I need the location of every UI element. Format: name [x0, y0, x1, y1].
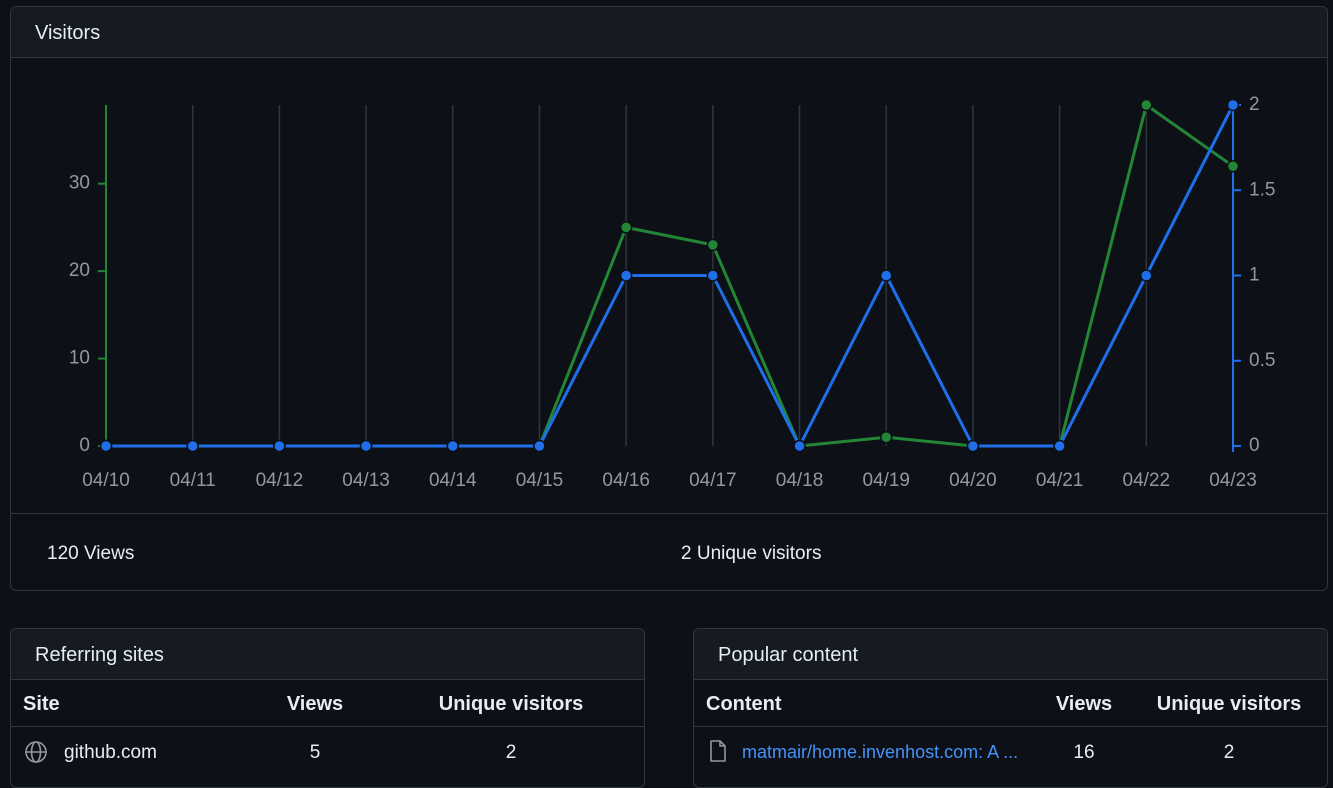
x-tick-label: 04/12 — [256, 470, 304, 491]
data-point — [619, 269, 633, 282]
y2-tick-label: 1 — [1249, 265, 1260, 286]
y-tick-label: 30 — [69, 173, 90, 194]
data-point — [879, 431, 893, 444]
y-tick-label: 0 — [79, 435, 90, 456]
column-header: Site — [23, 693, 60, 715]
views-count: 5 — [309, 742, 321, 763]
data-point — [1053, 439, 1066, 453]
panel-title: Referring sites — [11, 629, 644, 680]
x-tick-label: 04/10 — [82, 470, 130, 491]
divider — [11, 726, 644, 727]
data-point — [706, 238, 720, 252]
x-tick-label: 04/13 — [342, 470, 390, 491]
data-point — [1226, 159, 1240, 173]
column-header: Unique visitors — [438, 693, 584, 715]
data-point — [1140, 269, 1153, 282]
x-tick-label: 04/18 — [776, 470, 824, 491]
x-tick-label: 04/14 — [429, 470, 477, 491]
y2-tick-label: 1.5 — [1249, 179, 1275, 200]
x-tick-label: 04/20 — [949, 470, 997, 491]
data-point — [706, 269, 720, 282]
data-point — [359, 439, 373, 453]
column-header: Content — [706, 693, 782, 715]
data-point — [619, 221, 633, 234]
file-icon — [710, 740, 726, 762]
x-tick-label: 04/22 — [1123, 470, 1171, 491]
y-tick-label: 20 — [69, 260, 90, 281]
unique-count: 2 — [505, 742, 517, 763]
content-link[interactable]: matmair/home.invenhost.com: A ... — [742, 742, 1019, 762]
x-tick-label: 04/19 — [862, 470, 910, 491]
site-name[interactable]: github.com — [64, 742, 157, 763]
data-point — [99, 439, 113, 453]
globe-icon — [25, 741, 47, 763]
column-header: Views — [286, 693, 344, 715]
visitors-panel: Visitors 120 Views 2 Unique visitors — [10, 6, 1328, 591]
panel-title: Popular content — [694, 629, 1327, 680]
y2-tick-label: 2 — [1249, 94, 1260, 115]
data-point — [446, 439, 460, 453]
data-point — [879, 269, 893, 282]
unique-count: 2 — [1223, 742, 1235, 763]
popular-content-panel: Popular content Content Views Unique vis… — [693, 628, 1328, 788]
referring-sites-panel: Referring sites Site Views Unique visito… — [10, 628, 645, 788]
unique-summary: 2 Unique visitors — [681, 543, 822, 564]
y2-tick-label: 0.5 — [1249, 350, 1275, 371]
views-summary: 120 Views — [47, 543, 135, 564]
data-point — [1226, 98, 1240, 112]
data-point — [793, 439, 806, 453]
column-header: Views — [1055, 693, 1113, 715]
y-tick-label: 10 — [69, 348, 90, 369]
data-point — [533, 439, 546, 453]
divider — [694, 726, 1327, 727]
data-point — [966, 439, 980, 453]
y2-tick-label: 0 — [1249, 435, 1260, 456]
x-tick-label: 04/15 — [516, 470, 564, 491]
data-point — [1140, 98, 1153, 112]
views-count: 16 — [1073, 742, 1095, 763]
chart: 04/10 04/11 04/12 04/13 04/14 04/15 04/16 04/17… — [69, 94, 1276, 491]
x-tick-label: 04/16 — [602, 470, 650, 491]
x-tick-label: 04/11 — [170, 470, 216, 491]
x-tick-label: 04/23 — [1209, 470, 1257, 491]
x-tick-label: 04/17 — [689, 470, 737, 491]
data-point — [186, 439, 199, 453]
panel-title: Visitors — [11, 7, 1327, 58]
x-tick-label: 04/21 — [1036, 470, 1084, 491]
data-point — [273, 439, 286, 453]
column-header: Unique visitors — [1156, 693, 1302, 715]
series-line — [106, 104, 1235, 448]
divider — [11, 513, 1327, 514]
